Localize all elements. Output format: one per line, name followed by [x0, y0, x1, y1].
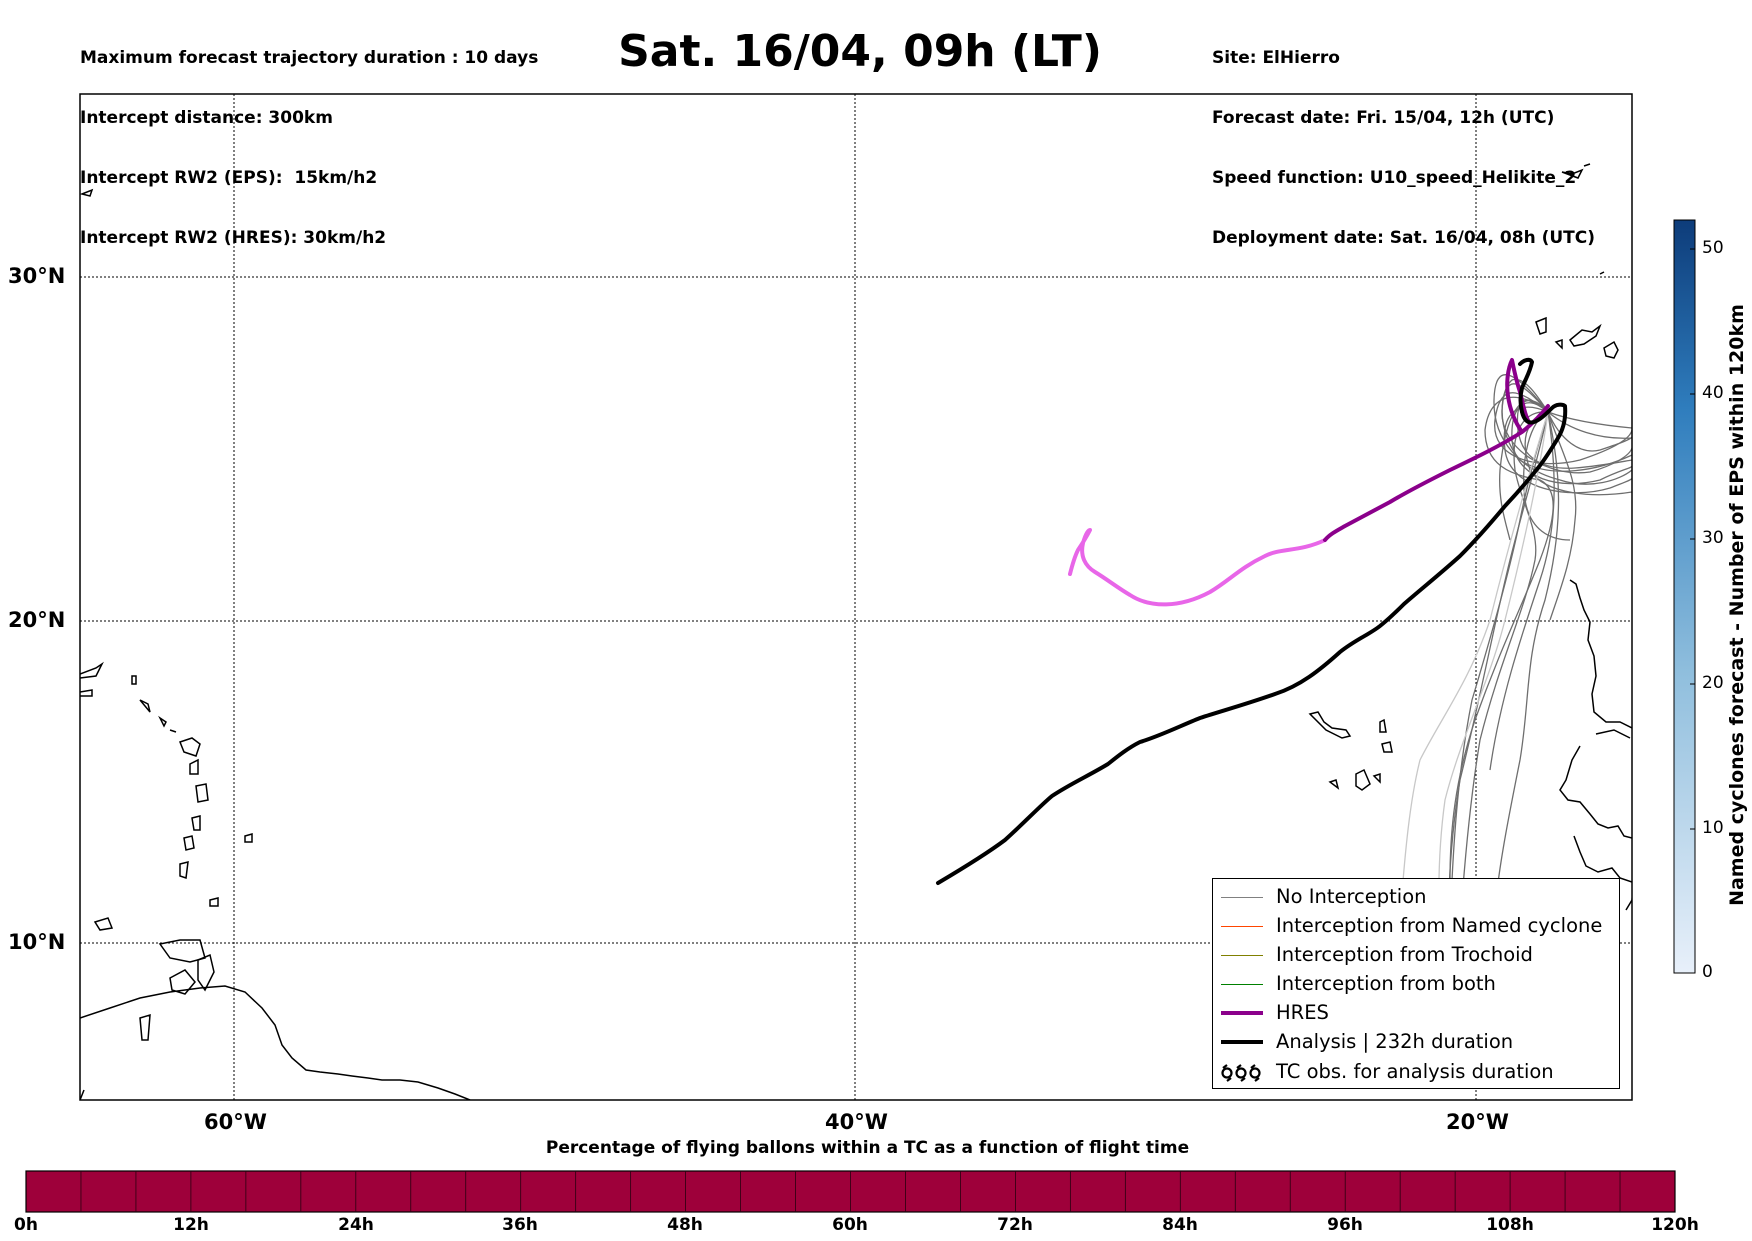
eps-trajectories-faint [1399, 411, 1549, 941]
lon-label: 40°W [825, 1110, 888, 1134]
header-right-line: Site: ElHierro [1212, 48, 1340, 68]
time-tick-label: 12h [173, 1215, 209, 1235]
analysis-trajectory [936, 357, 1568, 885]
map-title: Sat. 16/04, 09h (LT) [618, 26, 1102, 77]
colorbar-tick-label: 30 [1702, 528, 1724, 548]
lat-label: 10°N [8, 930, 66, 954]
lon-label: 60°W [204, 1110, 267, 1134]
vertical-colorbar-ticks [1690, 248, 1695, 830]
colorbar-tick-label: 50 [1702, 238, 1724, 258]
time-tick-label: 72h [997, 1215, 1033, 1235]
map-frame [79, 93, 1633, 1101]
time-tick-label: 96h [1327, 1215, 1363, 1235]
legend-label: No Interception [1276, 885, 1427, 908]
time-tick-label: 0h [14, 1215, 38, 1235]
time-colorbar-title: Percentage of flying ballons within a TC… [545, 1138, 1190, 1158]
colorbar-tick-label: 40 [1702, 383, 1724, 403]
colorbar-tick-label: 0 [1702, 962, 1713, 982]
legend-swatch [1221, 984, 1263, 985]
header-left-line: Intercept RW2 (HRES): 30km/h2 [80, 228, 387, 248]
header-left-line: Maximum forecast trajectory duration : 1… [80, 48, 539, 68]
lat-label: 30°N [8, 264, 66, 288]
lon-label: 20°W [1446, 1110, 1509, 1134]
time-tick-label: 108h [1486, 1215, 1534, 1235]
eps-trajectories [1447, 374, 1632, 941]
coastline-caribbean [80, 188, 471, 1100]
header-right-line: Forecast date: Fri. 15/04, 12h (UTC) [1212, 108, 1555, 128]
colorbar-title: Named cyclones forecast - Number of EPS … [1726, 304, 1748, 906]
legend-item-both: Interception from both [1213, 970, 1619, 999]
hres-trajectory-late [1068, 528, 1327, 607]
colorbar-tick-label: 10 [1702, 818, 1724, 838]
legend-item-analysis: Analysis | 232h duration [1213, 1028, 1619, 1057]
vertical-colorbar [1673, 219, 1696, 974]
legend-swatch [1221, 897, 1263, 898]
horizontal-colorbar-ticks [80, 1171, 1621, 1212]
legend-label: Interception from Trochoid [1276, 943, 1533, 966]
header-right-line: Deployment date: Sat. 16/04, 08h (UTC) [1212, 228, 1596, 248]
cyclone-icon [1221, 1064, 1261, 1082]
legend-swatch [1221, 926, 1263, 927]
header-left-line: Intercept RW2 (EPS): 15km/h2 [80, 168, 378, 188]
time-tick-label: 36h [502, 1215, 538, 1235]
legend-label: HRES [1276, 1001, 1329, 1024]
colorbar-tick-label: 20 [1702, 673, 1724, 693]
legend-item-hres: HRES [1213, 999, 1619, 1028]
map-legend: No Interception Interception from Named … [1212, 878, 1620, 1089]
header-right-line: Speed function: U10_speed_Helikite_2 [1212, 168, 1577, 188]
legend-label: Interception from Named cyclone [1276, 914, 1603, 937]
legend-swatch [1221, 955, 1263, 956]
time-tick-label: 120h [1651, 1215, 1699, 1235]
time-tick-label: 48h [667, 1215, 703, 1235]
legend-label: Interception from both [1276, 972, 1496, 995]
legend-swatch [1221, 1011, 1263, 1015]
header-left-line: Intercept distance: 300km [80, 108, 333, 128]
coastline-africa [1308, 163, 1632, 911]
header-right-info: Site: ElHierro Forecast date: Fri. 15/04… [1212, 8, 1595, 268]
time-tick-label: 24h [338, 1215, 374, 1235]
legend-item-named-cyclone: Interception from Named cyclone [1213, 912, 1619, 941]
legend-item-trochoid: Interception from Trochoid [1213, 941, 1619, 970]
time-tick-label: 60h [832, 1215, 868, 1235]
time-tick-label: 84h [1162, 1215, 1198, 1235]
legend-label: Analysis | 232h duration [1276, 1030, 1514, 1053]
legend-label: TC obs. for analysis duration [1276, 1060, 1554, 1083]
legend-item-tc-obs: TC obs. for analysis duration [1213, 1058, 1619, 1087]
legend-item-no-interception: No Interception [1213, 883, 1619, 912]
legend-swatch [1221, 1040, 1263, 1044]
lat-label: 20°N [8, 608, 66, 632]
header-left-info: Maximum forecast trajectory duration : 1… [80, 8, 538, 268]
